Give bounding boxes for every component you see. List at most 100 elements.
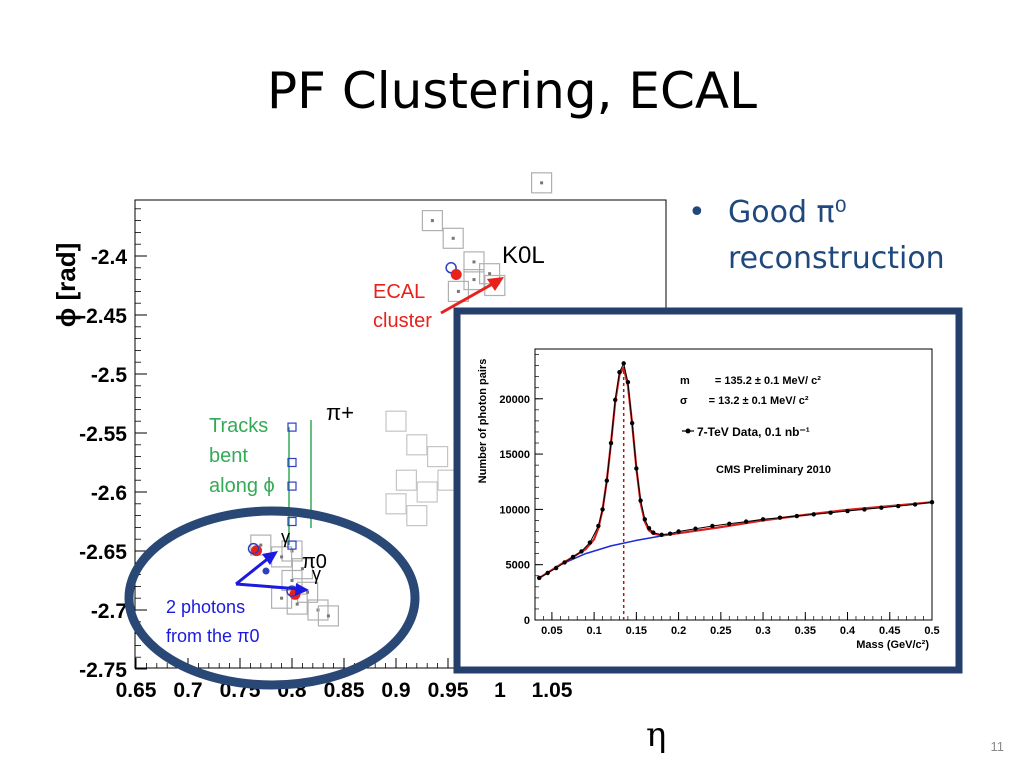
eta-phi-ticks: 0.65 0.7 0.75 0.8 0.85 0.9 0.95 1 1.05-2.4-2.45-…: [79, 208, 594, 702]
mass-series: [537, 361, 935, 620]
y-tick-label: -2.55: [79, 423, 127, 446]
data-point: [613, 397, 618, 403]
slide-title: PF Clustering, ECAL: [267, 62, 757, 120]
calorimeter-cell: [427, 446, 449, 468]
tracks-label-line3: along ϕ: [209, 475, 275, 497]
calorimeter-cell: [421, 210, 443, 232]
data-point: [710, 523, 715, 529]
count-y-tick-label: 5000: [506, 560, 530, 572]
calorimeter-cell-center: [326, 614, 330, 618]
data-point: [608, 440, 614, 446]
x-tick-label: 0.7: [173, 679, 202, 702]
data-point: [604, 478, 609, 483]
calorimeter-cell-center: [451, 236, 455, 240]
photons-label-line2: from the π0: [166, 626, 259, 646]
mass-x-tick-label: 0.25: [710, 625, 731, 637]
count-axis-label: Number of photon pairs: [477, 359, 489, 484]
photons-highlight-ellipse: [124, 506, 420, 690]
mass-x-tick-label: 0.35: [795, 625, 816, 637]
data-point: [545, 570, 550, 576]
gamma1-label: γ: [281, 527, 290, 547]
photons-label-line1: 2 photons: [166, 597, 245, 617]
calorimeter-cell: [463, 269, 485, 291]
x-tick-label: 0.65: [116, 679, 157, 702]
data-point: [634, 466, 639, 471]
photon-arrow2-line: [235, 582, 300, 591]
mass-plot-frame: [534, 348, 933, 621]
x-tick-label: 1.05: [532, 679, 573, 702]
phi-axis-label: ϕ [rad]: [51, 243, 81, 328]
calorimeter-cell: [406, 505, 428, 527]
pi-plus-label: π+: [326, 400, 354, 425]
ecal-arrow-line: [440, 280, 497, 315]
calorimeter-cell: [442, 227, 464, 249]
calorimeter-cell-center: [430, 219, 434, 223]
calorimeter-cell: [416, 481, 438, 503]
calorimeter-cell-center: [472, 278, 476, 282]
data-point: [553, 565, 559, 571]
count-y-tick-label: 10000: [499, 504, 530, 516]
calorimeter-cell-center: [280, 596, 284, 600]
calorimeter-cell: [484, 274, 506, 297]
data-point: [794, 513, 800, 519]
mass-axis-label: Mass (GeV/c²): [856, 639, 929, 651]
calorimeter-cell: [395, 469, 417, 491]
y-tick-label: -2.4: [91, 246, 128, 269]
data-point: [617, 370, 622, 375]
x-tick-label: 0.95: [428, 679, 469, 702]
ecal-cluster-label-line1: ECAL: [373, 281, 425, 303]
eta-phi-annotations: K0L ECAL cluster Tracks bent along ϕ π+ …: [166, 242, 545, 646]
count-y-tick-label: 20000: [499, 394, 530, 406]
data-point: [646, 525, 652, 531]
y-tick-label: -2.65: [79, 541, 127, 564]
x-tick-label: 0.85: [324, 679, 365, 702]
data-point: [828, 510, 833, 515]
data-point: [727, 521, 732, 526]
mass-x-tick-label: 0.3: [755, 625, 770, 637]
mass-x-tick-label: 0.1: [586, 625, 601, 637]
data-point: [760, 517, 766, 522]
data-point: [642, 517, 648, 522]
count-y-tick-label: 15000: [499, 449, 530, 461]
calorimeter-cell-center: [300, 567, 304, 571]
data-point: [667, 531, 673, 536]
calorimeter-cell-center: [280, 555, 284, 559]
data-point: [638, 498, 643, 503]
calorimeter-cell: [385, 493, 407, 515]
calorimeter-cell: [406, 434, 428, 456]
data-point: [570, 554, 576, 560]
calorimeter-cells: [250, 172, 553, 627]
data-point: [659, 532, 664, 538]
calorimeter-cell-center: [259, 543, 263, 547]
data-point: [879, 505, 884, 510]
mass-x-tick-label: 0.2: [671, 625, 686, 637]
eta-phi-markers: [235, 262, 504, 600]
track-point: [287, 422, 297, 432]
calorimeter-cell: [317, 605, 339, 627]
data-point: [693, 526, 698, 531]
data-point: [929, 499, 935, 505]
data-point: [811, 512, 816, 517]
legend-data-label: 7-TeV Data, 0.1 nb⁻¹: [697, 425, 810, 439]
track-point: [287, 540, 297, 550]
eta-axis-label: η: [646, 715, 666, 755]
calorimeter-cell: [385, 410, 407, 432]
sigma-fit-label: σ = 13.2 ± 0.1 MeV/ c²: [680, 395, 809, 407]
track-point: [287, 481, 297, 491]
inset-frame: [453, 307, 963, 674]
calorimeter-cell-center: [488, 272, 492, 276]
calorimeter-cell: [447, 280, 469, 302]
slide-number: 11: [990, 739, 1005, 754]
data-point: [587, 540, 593, 545]
mass-fit-symbol: m: [680, 375, 690, 387]
calorimeter-cell-center: [456, 289, 460, 293]
mass-fit-value: = 135.2 ± 0.1 MeV/ c²: [715, 375, 821, 387]
mass-x-tick-label: 0.5: [924, 625, 939, 637]
calorimeter-cell-center: [290, 579, 294, 582]
calorimeter-cell-center: [540, 181, 544, 185]
mass-x-tick-label: 0.15: [626, 625, 647, 637]
data-point: [629, 420, 635, 426]
data-point: [912, 502, 918, 507]
